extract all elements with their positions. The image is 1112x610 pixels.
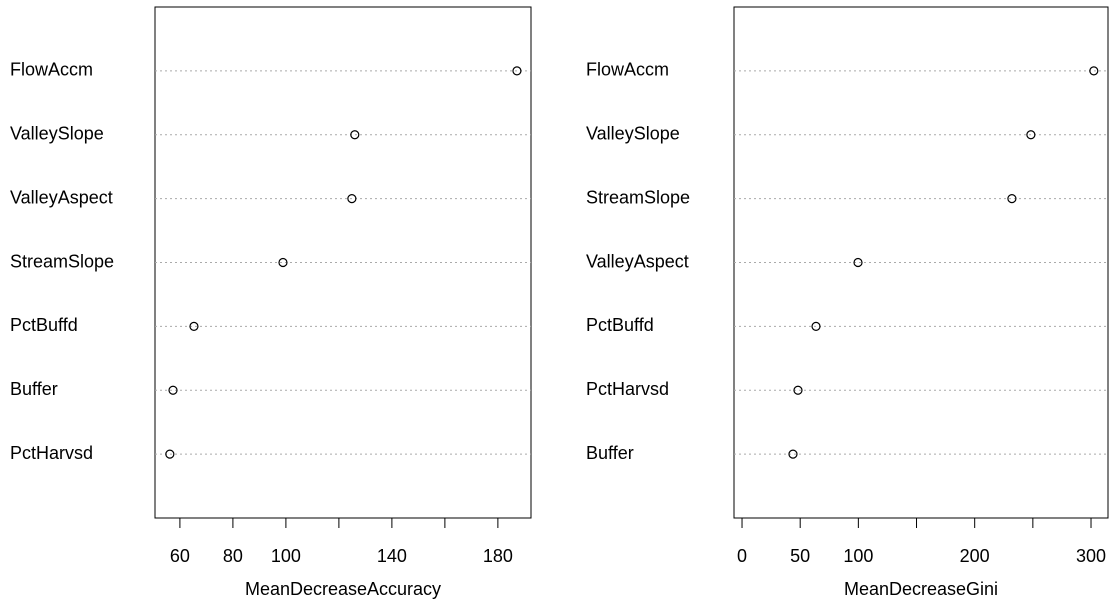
dot — [853, 257, 863, 268]
dot — [1089, 66, 1099, 76]
dot — [350, 130, 360, 140]
category-label: FlowAccm — [586, 60, 669, 80]
category-label: Buffer — [10, 379, 58, 399]
category-label: ValleyAspect — [10, 187, 113, 207]
x-tick-label: 100 — [843, 546, 873, 566]
x-tick-label: 180 — [483, 546, 513, 566]
x-tick-label: 100 — [271, 546, 301, 566]
category-label: StreamSlope — [586, 187, 690, 207]
x-tick-label: 80 — [223, 546, 243, 566]
dot — [788, 449, 798, 459]
category-label: StreamSlope — [10, 251, 114, 271]
category-label: ValleyAspect — [586, 251, 689, 271]
category-label: ValleySlope — [10, 124, 104, 144]
dot — [811, 321, 821, 331]
dot — [793, 385, 803, 395]
dot — [168, 385, 178, 395]
dot — [189, 321, 199, 331]
x-tick-label: 0 — [737, 546, 747, 566]
dot — [278, 257, 288, 268]
x-tick-label: 50 — [790, 546, 810, 566]
x-tick-label: 140 — [377, 546, 407, 566]
category-label: PctBuffd — [10, 315, 78, 335]
category-label: ValleySlope — [586, 124, 680, 144]
category-label: FlowAccm — [10, 60, 93, 80]
dot — [165, 449, 175, 459]
x-axis-label: MeanDecreaseAccuracy — [245, 579, 441, 599]
x-tick-label: 200 — [960, 546, 990, 566]
x-tick-label: 300 — [1076, 546, 1106, 566]
dot — [347, 194, 357, 204]
category-label: PctHarvsd — [10, 443, 93, 463]
dot — [512, 66, 522, 76]
x-axis-label: MeanDecreaseGini — [844, 579, 998, 599]
dot — [1007, 194, 1017, 204]
x-tick-label: 60 — [170, 546, 190, 566]
dot — [1026, 130, 1036, 140]
category-label: PctHarvsd — [586, 379, 669, 399]
category-label: Buffer — [586, 443, 634, 463]
category-label: PctBuffd — [586, 315, 654, 335]
